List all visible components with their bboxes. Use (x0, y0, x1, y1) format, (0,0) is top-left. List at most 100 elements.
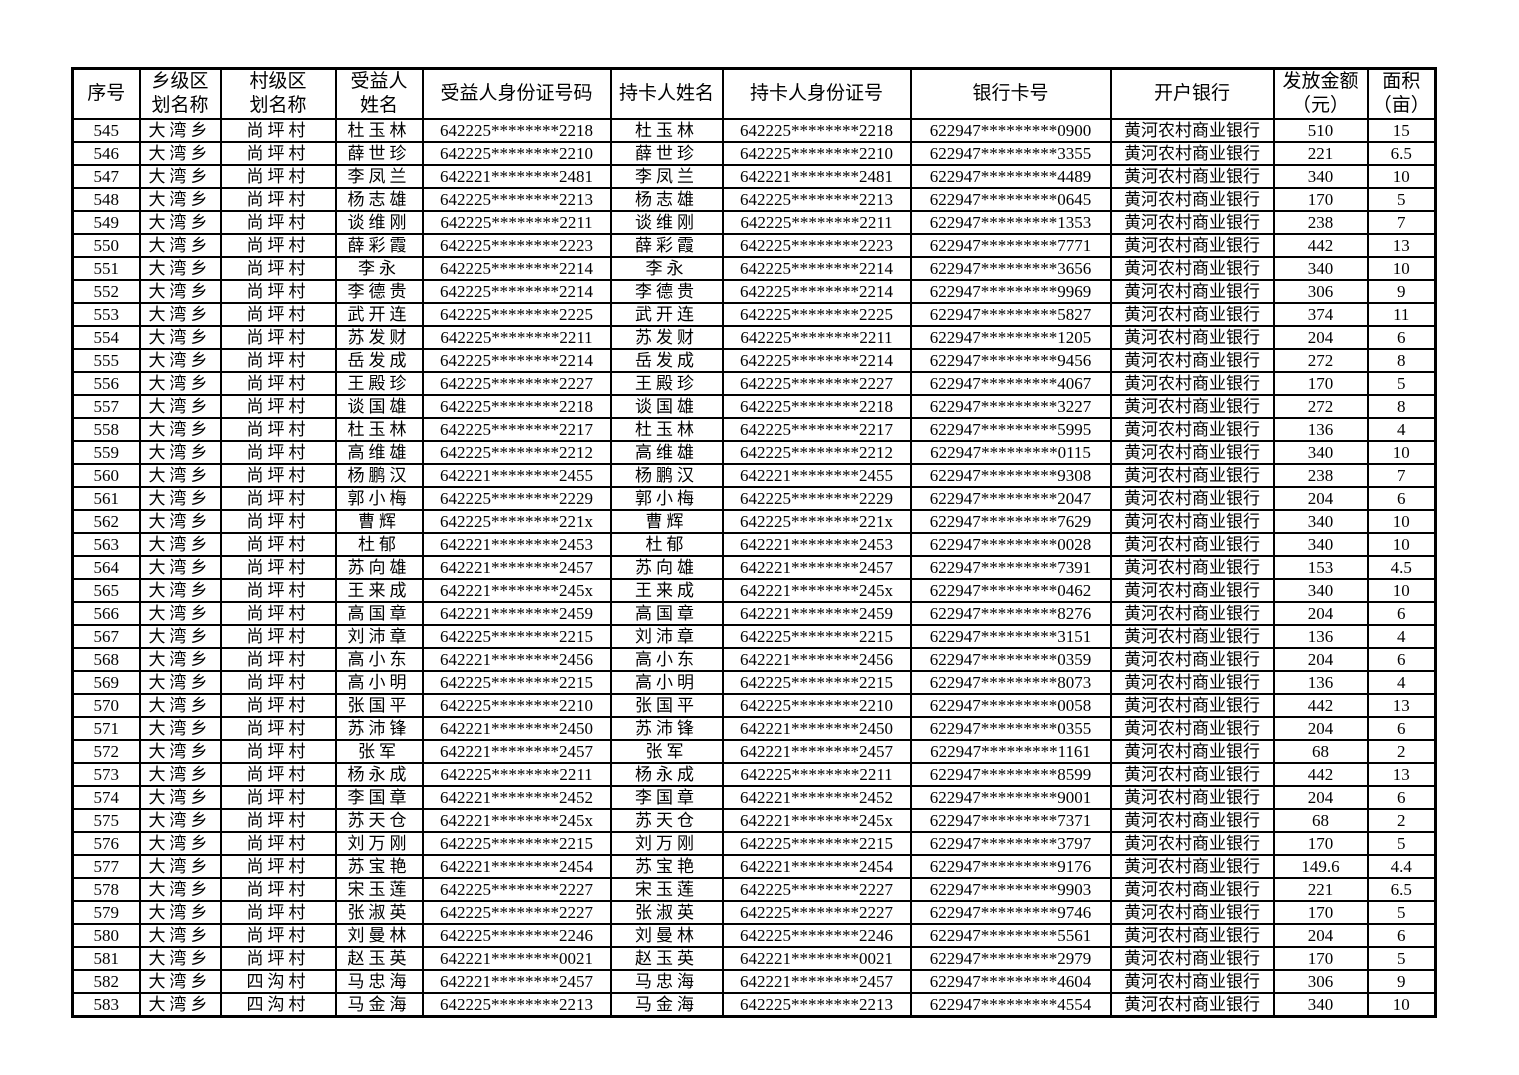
cell-serial: 582 (71, 969, 141, 994)
cell-cardholder-name: 王殿珍 (609, 371, 724, 396)
table-row: 577 大湾乡 尚坪村 苏宝艳 642221********2454 苏宝艳 642221*… (71, 854, 1437, 879)
table-row: 566 大湾乡 尚坪村 高国章 642221********2459 高国章 642221*… (71, 601, 1437, 626)
cell-cardholder-id: 642225********2215 (721, 624, 912, 649)
cell-serial: 566 (71, 601, 141, 626)
cell-area: 5 (1366, 371, 1437, 396)
cell-township: 大湾乡 (138, 647, 222, 672)
cell-cardholder-id: 642225********2218 (721, 118, 912, 143)
cell-village: 尚坪村 (219, 877, 337, 902)
cell-township: 大湾乡 (138, 210, 222, 235)
cell-cardholder-name: 郭小梅 (609, 486, 724, 511)
cell-beneficiary-name: 武开连 (334, 302, 424, 327)
cell-township: 大湾乡 (138, 141, 222, 166)
cell-beneficiary-name: 苏发财 (334, 325, 424, 350)
cell-beneficiary-id: 642221********2456 (421, 647, 612, 672)
cell-beneficiary-name: 李国章 (334, 785, 424, 810)
cell-amount: 340 (1272, 256, 1369, 281)
cell-serial: 555 (71, 348, 141, 373)
cell-bank-name: 黄河农村商业银行 (1109, 716, 1275, 741)
cell-township: 大湾乡 (138, 578, 222, 603)
cell-beneficiary-name: 宋玉莲 (334, 877, 424, 902)
cell-cardholder-id: 642221********2450 (721, 716, 912, 741)
table-row: 582 大湾乡 四沟村 马忠海 642221********2457 马忠海 642221*… (71, 969, 1437, 994)
cell-cardholder-id: 642221********2459 (721, 601, 912, 626)
cell-area: 6.5 (1366, 141, 1437, 166)
cell-bank-name: 黄河农村商业银行 (1109, 762, 1275, 787)
cell-village: 尚坪村 (219, 739, 337, 764)
cell-beneficiary-id: 642225********2213 (421, 992, 612, 1018)
cell-bank-card: 622947*********4067 (909, 371, 1112, 396)
cell-cardholder-name: 张淑英 (609, 900, 724, 925)
cell-beneficiary-name: 薛彩霞 (334, 233, 424, 258)
cell-cardholder-name: 薛世珍 (609, 141, 724, 166)
cell-amount: 204 (1272, 716, 1369, 741)
cell-bank-name: 黄河农村商业银行 (1109, 371, 1275, 396)
cell-bank-name: 黄河农村商业银行 (1109, 900, 1275, 925)
cell-area: 13 (1366, 693, 1437, 718)
cell-area: 6 (1366, 647, 1437, 672)
cell-village: 尚坪村 (219, 624, 337, 649)
cell-amount: 306 (1272, 279, 1369, 304)
cell-amount: 136 (1272, 670, 1369, 695)
table-row: 561 大湾乡 尚坪村 郭小梅 642225********2229 郭小梅 642225*… (71, 486, 1437, 511)
cell-bank-card: 622947*********9746 (909, 900, 1112, 925)
table-row: 580 大湾乡 尚坪村 刘曼林 642225********2246 刘曼林 642225*… (71, 923, 1437, 948)
cell-bank-name: 黄河农村商业银行 (1109, 233, 1275, 258)
cell-bank-card: 622947*********0900 (909, 118, 1112, 143)
cell-serial: 573 (71, 762, 141, 787)
cell-amount: 170 (1272, 187, 1369, 212)
cell-serial: 549 (71, 210, 141, 235)
cell-village: 尚坪村 (219, 233, 337, 258)
cell-serial: 551 (71, 256, 141, 281)
table-row: 572 大湾乡 尚坪村 张军 642221********2457 张军 642221***… (71, 739, 1437, 764)
cell-village: 尚坪村 (219, 785, 337, 810)
cell-beneficiary-id: 642221********2452 (421, 785, 612, 810)
cell-township: 大湾乡 (138, 532, 222, 557)
cell-township: 大湾乡 (138, 394, 222, 419)
cell-serial: 556 (71, 371, 141, 396)
cell-township: 大湾乡 (138, 670, 222, 695)
cell-area: 4 (1366, 624, 1437, 649)
cell-bank-name: 黄河农村商业银行 (1109, 739, 1275, 764)
table-row: 560 大湾乡 尚坪村 杨鹏汉 642221********2455 杨鹏汉 642221*… (71, 463, 1437, 488)
cell-serial: 571 (71, 716, 141, 741)
cell-township: 大湾乡 (138, 923, 222, 948)
cell-village: 尚坪村 (219, 256, 337, 281)
cell-village: 尚坪村 (219, 371, 337, 396)
cell-cardholder-name: 薛彩霞 (609, 233, 724, 258)
cell-serial: 546 (71, 141, 141, 166)
cell-beneficiary-name: 高国章 (334, 601, 424, 626)
cell-amount: 442 (1272, 693, 1369, 718)
cell-cardholder-id: 642225********2214 (721, 256, 912, 281)
cell-area: 5 (1366, 187, 1437, 212)
cell-amount: 340 (1272, 509, 1369, 534)
cell-cardholder-name: 高维雄 (609, 440, 724, 465)
cell-cardholder-name: 杜郁 (609, 532, 724, 557)
cell-township: 大湾乡 (138, 969, 222, 994)
table-row: 548 大湾乡 尚坪村 杨志雄 642225********2213 杨志雄 642225*… (71, 187, 1437, 212)
cell-amount: 68 (1272, 739, 1369, 764)
table-row: 570 大湾乡 尚坪村 张国平 642225********2210 张国平 642225*… (71, 693, 1437, 718)
table-row: 581 大湾乡 尚坪村 赵玉英 642221********0021 赵玉英 642221*… (71, 946, 1437, 971)
cell-township: 大湾乡 (138, 463, 222, 488)
cell-township: 大湾乡 (138, 854, 222, 879)
cell-beneficiary-id: 642221********2457 (421, 969, 612, 994)
cell-bank-card: 622947*********1205 (909, 325, 1112, 350)
cell-area: 10 (1366, 532, 1437, 557)
cell-village: 尚坪村 (219, 440, 337, 465)
column-header-amount: 发放金额 （元） (1272, 67, 1369, 120)
cell-cardholder-id: 642225********2211 (721, 762, 912, 787)
cell-village: 四沟村 (219, 992, 337, 1018)
subsidy-table: 序号 乡级区 划名称 村级区 划名称 受益人 姓名 受益人身份证号码 持卡人姓名 持卡人身份… (71, 67, 1437, 1018)
cell-cardholder-id: 642221********2455 (721, 463, 912, 488)
cell-village: 尚坪村 (219, 141, 337, 166)
cell-cardholder-id: 642221********245x (721, 808, 912, 833)
cell-cardholder-id: 642221********2452 (721, 785, 912, 810)
cell-beneficiary-id: 642225********2214 (421, 279, 612, 304)
cell-area: 11 (1366, 302, 1437, 327)
cell-serial: 559 (71, 440, 141, 465)
cell-township: 大湾乡 (138, 946, 222, 971)
cell-village: 尚坪村 (219, 578, 337, 603)
cell-area: 6.5 (1366, 877, 1437, 902)
cell-bank-card: 622947*********0058 (909, 693, 1112, 718)
